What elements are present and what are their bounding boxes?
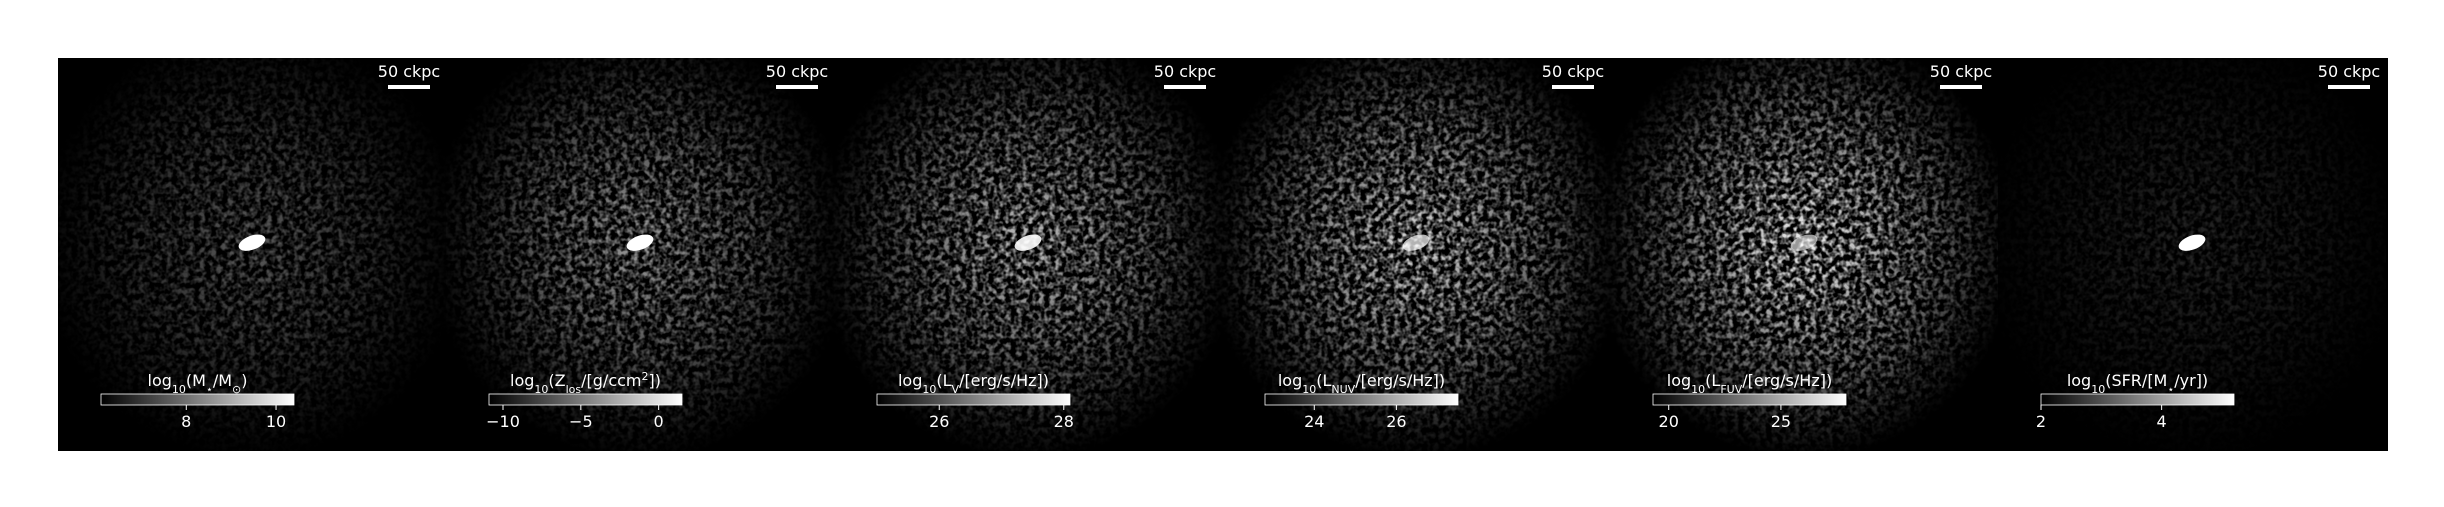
label-part: /[erg/s/Hz])	[1742, 371, 1832, 390]
label-part: 10	[1302, 383, 1316, 396]
colorbar-tick-label: 24	[1304, 412, 1324, 431]
galaxy-core	[2178, 234, 2206, 251]
colorbar	[1652, 393, 1847, 406]
scale-bar-label: 50 ckpc	[378, 62, 440, 81]
label-part: /[erg/s/Hz])	[959, 371, 1049, 390]
colorbar	[876, 393, 1071, 406]
label-part: ])	[649, 371, 661, 390]
colorbar-tick-label: 26	[1386, 412, 1406, 431]
panel: 50 ckpc log10(LNUV/[erg/s/Hz]) 24 26	[1222, 58, 1610, 451]
colorbar	[100, 393, 295, 406]
colorbar-tick-label: −5	[569, 412, 593, 431]
colorbar-label: log10(SFR/[M⋆/yr])	[2067, 371, 2208, 396]
colorbar-tick-label: 4	[2157, 412, 2167, 431]
panel: 50 ckpc log10(Zlos/[g/ccm2]) −10 −5 0	[446, 58, 834, 451]
galaxy-image	[1998, 58, 2386, 451]
galaxy-image	[446, 58, 834, 451]
label-part: ⊙	[232, 383, 241, 396]
galaxy-core	[238, 234, 266, 251]
label-part: 10	[1691, 383, 1705, 396]
label-part: ⋆	[206, 383, 213, 396]
colorbar	[488, 393, 683, 406]
scale-bar-label: 50 ckpc	[766, 62, 828, 81]
label-part: V	[952, 383, 960, 396]
label-part: (SFR/[M	[2105, 371, 2167, 390]
label-part: 10	[922, 383, 936, 396]
label-part: (L	[1705, 371, 1720, 390]
label-part: log	[1667, 371, 1691, 390]
scale-bar-label: 50 ckpc	[2318, 62, 2380, 81]
scale-bar-label: 50 ckpc	[1154, 62, 1216, 81]
label-part: /[g/ccm	[581, 371, 641, 390]
galaxy-core	[1790, 234, 1818, 251]
colorbar-tick-label: 10	[266, 412, 286, 431]
panel: 50 ckpc log10(LV/[erg/s/Hz]) 26 28	[834, 58, 1222, 451]
colorbar-tick-label: 0	[654, 412, 664, 431]
panel: 50 ckpc log10(LFUV/[erg/s/Hz]) 20 25	[1610, 58, 1998, 451]
colorbar-label: log10(LV/[erg/s/Hz])	[898, 371, 1049, 396]
label-part: (Z	[548, 371, 565, 390]
galaxy-image	[1222, 58, 1610, 451]
colorbar-tick-label: 28	[1054, 412, 1074, 431]
colorbar-label: log10(LNUV/[erg/s/Hz])	[1278, 371, 1445, 396]
label-part: FUV	[1720, 383, 1742, 396]
label-part: log	[1278, 371, 1302, 390]
colorbar-tick-label: 20	[1659, 412, 1679, 431]
label-part: )	[241, 371, 247, 390]
colorbar-label: log10(Zlos/[g/ccm2])	[510, 370, 661, 396]
scale-bar-label: 50 ckpc	[1930, 62, 1992, 81]
label-part: (L	[1316, 371, 1331, 390]
label-part: 10	[2091, 383, 2105, 396]
label-part: 2	[642, 370, 649, 383]
colorbar-label: log10(LFUV/[erg/s/Hz])	[1667, 371, 1832, 396]
label-part: log	[510, 371, 534, 390]
colorbar	[2040, 393, 2235, 406]
galaxy-core	[1014, 234, 1042, 251]
galaxy-image	[58, 58, 446, 451]
label-part: /yr])	[2174, 371, 2208, 390]
colorbar-tick-label: 25	[1771, 412, 1791, 431]
colorbar	[1264, 393, 1459, 406]
label-part: log	[898, 371, 922, 390]
galaxy-image	[1610, 58, 1998, 451]
label-part: 10	[172, 383, 186, 396]
label-part: 10	[534, 383, 548, 396]
scale-bar-label: 50 ckpc	[1542, 62, 1604, 81]
label-part: /[erg/s/Hz])	[1355, 371, 1445, 390]
label-part: (M	[186, 371, 206, 390]
colorbar-tick-label: 2	[2036, 412, 2046, 431]
colorbar-label: log10(M⋆/M⊙)	[148, 371, 248, 396]
panel: 50 ckpc log10(SFR/[M⋆/yr]) 2 4	[1998, 58, 2386, 451]
colorbar-tick-label: 26	[929, 412, 949, 431]
label-part: NUV	[1331, 383, 1355, 396]
label-part: /M	[213, 371, 232, 390]
colorbar-tick-label: 8	[181, 412, 191, 431]
galaxy-core	[626, 234, 654, 251]
label-part: (L	[936, 371, 951, 390]
label-part: log	[2067, 371, 2091, 390]
colorbar-tick-label: −10	[486, 412, 520, 431]
label-part: log	[148, 371, 172, 390]
galaxy-core	[1402, 234, 1430, 251]
galaxy-image	[834, 58, 1222, 451]
label-part: ⋆	[2167, 383, 2174, 396]
label-part: los	[566, 383, 582, 396]
